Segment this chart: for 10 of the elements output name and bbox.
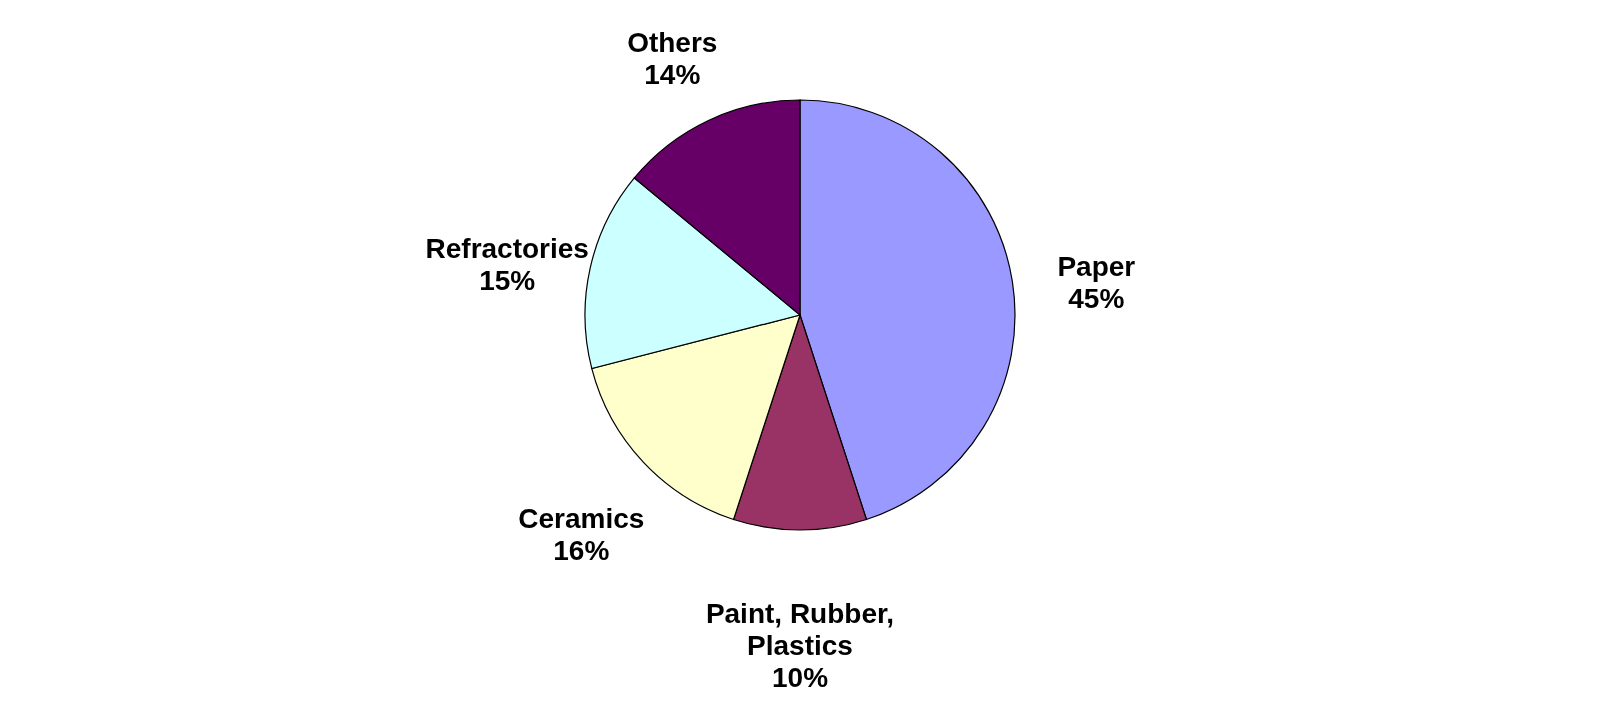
- slice-label: Paint, Rubber, Plastics: [705, 598, 895, 661]
- data-label: 15%: [479, 264, 536, 296]
- slice-label: Paper: [1057, 251, 1136, 283]
- slice-label: Ceramics: [518, 503, 645, 535]
- data-label: 10%: [771, 662, 829, 693]
- data-label: 14%: [644, 58, 701, 90]
- slice-label: Refractories: [425, 232, 589, 264]
- data-label: 45%: [1068, 283, 1125, 315]
- slice-label: Others: [627, 26, 718, 58]
- data-label: 16%: [553, 535, 610, 567]
